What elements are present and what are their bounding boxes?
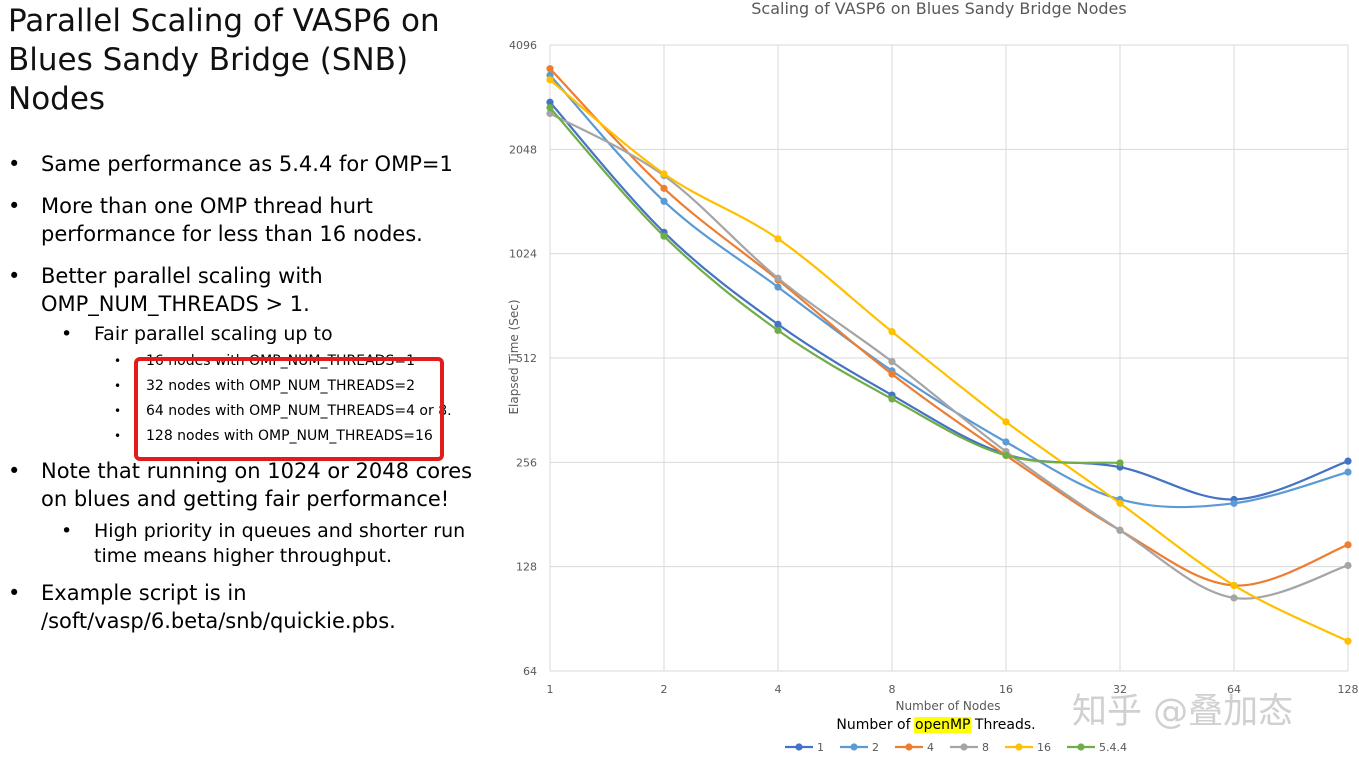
slide-title-line1: Parallel Scaling of VASP6 on [8,3,440,39]
y-axis-label: Elapsed Time (Sec) [507,299,521,414]
legend-swatch-marker [960,743,968,751]
legend-label: 16 [1037,741,1051,754]
legend-swatch-marker [795,743,803,751]
x-tick-label: 4 [775,683,782,696]
data-point-8 [1116,526,1124,534]
x-tick-label: 64 [1227,683,1241,696]
y-tick-label: 256 [516,456,537,469]
data-point-1 [1344,457,1352,465]
data-point-16 [1230,581,1238,590]
x-tick-label: 32 [1113,683,1127,696]
data-point-5.4.4 [1002,451,1010,460]
y-tick-label: 1024 [509,248,537,261]
data-point-16 [546,76,554,84]
y-tick-label: 64 [523,665,537,678]
data-point-2 [660,197,668,205]
legend-title-prefix: Number of [836,717,915,733]
data-point-4 [660,184,668,192]
bullet-same-performance: Same performance as 5.4.4 for OMP=1 [8,150,493,178]
legend-title: Number of openMP Threads. [836,717,1035,733]
series-line-8 [549,112,1349,600]
data-point-16 [1002,418,1010,426]
scaling-chart: Scaling of VASP6 on Blues Sandy Bridge N… [507,0,1359,754]
data-point-2 [1002,438,1010,446]
y-tick-label: 4096 [509,39,537,52]
x-axis-label: Number of Nodes [896,699,1001,713]
data-point-16 [774,235,782,243]
data-point-8 [1230,594,1238,602]
series-line-4 [549,67,1349,587]
data-point-1 [774,320,782,329]
legend-label: 8 [982,741,989,754]
legend-swatch-marker [1015,743,1023,751]
y-tick-label: 512 [516,352,537,365]
series-line-1 [549,101,1349,501]
watermark-text: 知乎 @叠加态 [1072,692,1294,732]
data-point-1 [546,98,554,106]
data-point-4 [1344,541,1352,549]
data-point-5.4.4 [888,395,896,403]
y-tick-label: 2048 [509,143,537,156]
sub-sub-bullet: 128 nodes with OMP_NUM_THREADS=16 [8,424,493,449]
chart-title: Scaling of VASP6 on Blues Sandy Bridge N… [751,0,1126,18]
data-point-5.4.4 [546,104,554,112]
bullet-better-scaling: Better parallel scaling with OMP_NUM_THR… [8,262,493,318]
data-point-2 [1230,499,1238,507]
highlight-box [134,357,444,461]
y-tick-label: 128 [516,561,537,574]
slide-title: Parallel Scaling of VASP6 on Blues Sandy… [8,2,498,119]
legend-label: 5.4.4 [1099,741,1127,754]
x-tick-label: 2 [661,683,668,696]
legend-swatch-marker [905,743,913,751]
bullet-omp-hurt: More than one OMP thread hurt performanc… [8,192,493,248]
data-point-16 [1344,637,1352,645]
series-line-2 [549,74,1349,509]
legend-label: 1 [817,741,824,754]
bullet-note-cores: Note that running on 1024 or 2048 cores … [8,457,493,513]
data-point-8 [774,274,782,282]
sub-sub-bullet: 32 nodes with OMP_NUM_THREADS=2 [8,374,493,399]
sub-bullet-high-priority: High priority in queues and shorter run … [8,519,493,569]
slide-title-line2: Blues Sandy Bridge (SNB) Nodes [8,42,409,117]
data-point-16 [888,328,896,336]
data-point-4 [888,370,896,378]
legend-title-highlight: openMP [915,717,970,733]
bullet-example-script: Example script is in /soft/vasp/6.beta/s… [8,579,493,635]
legend-title-highlight-bg [914,717,972,733]
data-point-16 [1116,499,1124,507]
x-tick-label: 1 [547,683,554,696]
data-point-8 [888,357,896,366]
data-point-5.4.4 [660,232,668,240]
x-tick-label: 16 [999,683,1013,696]
legend-label: 2 [872,741,879,754]
data-point-8 [546,109,554,118]
legend-swatch-marker [850,743,858,751]
sub-sub-bullet: 64 nodes with OMP_NUM_THREADS=4 or 8. [8,399,493,424]
data-point-16 [660,170,668,178]
legend-swatch-marker [1077,743,1085,751]
data-point-5.4.4 [1116,459,1124,467]
data-point-2 [774,283,782,291]
data-point-4 [546,65,554,73]
data-point-5.4.4 [774,326,782,335]
data-point-2 [1344,468,1352,476]
x-tick-label: 8 [889,683,896,696]
data-point-8 [1344,561,1352,570]
x-tick-label: 128 [1338,683,1359,696]
sub-bullet-fair-scaling: Fair parallel scaling up to [8,322,493,347]
legend-title-suffix: Threads. [970,717,1035,733]
series-line-16 [549,78,1349,643]
legend-label: 4 [927,741,934,754]
